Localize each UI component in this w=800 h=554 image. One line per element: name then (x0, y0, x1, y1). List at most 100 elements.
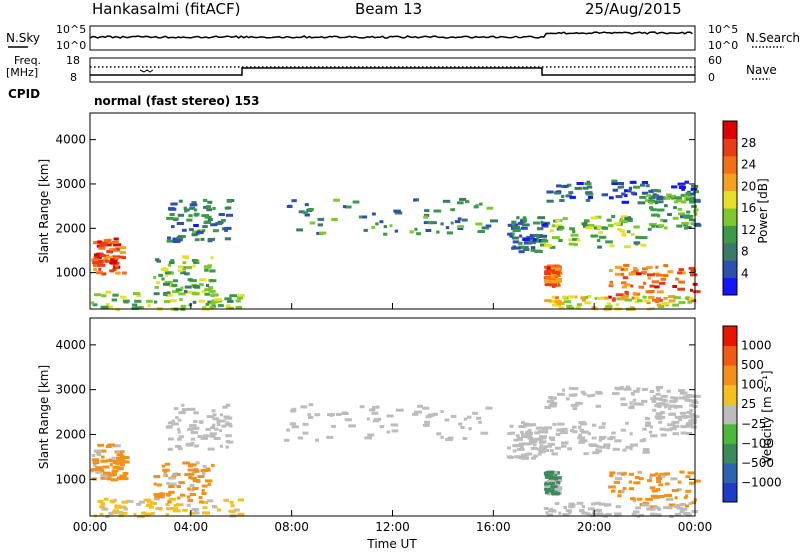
heatmap-cell (119, 463, 125, 467)
freq-tick-top: 18 (66, 54, 80, 67)
heatmap-cell (563, 300, 572, 304)
heatmap-cell (520, 453, 529, 457)
heatmap-cell (224, 228, 228, 232)
heatmap-cell (390, 423, 399, 427)
heatmap-cell (565, 194, 572, 198)
heatmap-cell (688, 419, 692, 423)
heatmap-cell (333, 198, 340, 202)
heatmap-cell (202, 198, 208, 202)
heatmap-cell (651, 489, 658, 493)
heatmap-cell (468, 427, 472, 431)
heatmap-cell (658, 224, 665, 228)
heatmap-cell (541, 224, 549, 228)
heatmap-cell (649, 284, 655, 288)
heatmap-cell (182, 508, 188, 512)
heatmap-cell (572, 407, 578, 411)
heatmap-cell (656, 303, 662, 307)
heatmap-cell (99, 254, 105, 257)
nsky-label: N.Sky (6, 31, 41, 45)
heatmap-cell (101, 507, 109, 511)
heatmap-cell (687, 300, 692, 304)
heatmap-cell (598, 235, 607, 239)
heatmap-cell (621, 192, 626, 196)
heatmap-cell (199, 278, 207, 282)
x-tick-label: 16:00 (476, 520, 511, 534)
heatmap-cell (671, 194, 676, 198)
heatmap-cell (91, 458, 100, 462)
heatmap-cell (231, 510, 235, 514)
heatmap-cell (96, 451, 101, 455)
heatmap-cell (163, 293, 168, 297)
heatmap-cell (686, 210, 691, 214)
y-tick-label: 2000 (55, 221, 86, 235)
colorbar-tick-label: −1000 (741, 475, 782, 489)
heatmap-cell (528, 438, 536, 442)
heatmap-cell (641, 271, 647, 275)
heatmap-cell (517, 221, 525, 225)
heatmap-cell (541, 222, 548, 226)
heatmap-cell (178, 265, 184, 269)
time-axis: 00:00 04:00 08:00 12:00 16:00 20:00 00:00 (73, 303, 712, 534)
heatmap-cell (91, 258, 100, 262)
heatmap-cell (186, 495, 191, 499)
heatmap-cell (671, 489, 679, 492)
heatmap-cell (233, 508, 240, 512)
heatmap-cell (689, 297, 694, 301)
heatmap-cell (606, 218, 612, 222)
heatmap-cell (90, 301, 95, 305)
heatmap-cell (678, 389, 686, 393)
heatmap-cell (549, 245, 556, 249)
heatmap-cell (546, 399, 555, 403)
heatmap-cell (519, 234, 523, 238)
heatmap-cell (168, 497, 177, 501)
heatmap-cell (589, 444, 598, 447)
heatmap-cell (691, 204, 697, 208)
heatmap-cell (633, 241, 641, 245)
heatmap-cell (167, 421, 174, 425)
heatmap-cell (100, 473, 108, 477)
heatmap-cell (544, 279, 552, 283)
heatmap-cell (119, 455, 127, 459)
heatmap-cell (106, 238, 112, 242)
heatmap-cell (189, 424, 197, 428)
heatmap-cell (693, 401, 699, 404)
heatmap-cell (379, 425, 385, 429)
heatmap-cell (649, 476, 653, 480)
heatmap-cell (595, 404, 602, 408)
heatmap-cell (539, 234, 547, 238)
heatmap-cell (162, 468, 170, 472)
heatmap-cell (646, 184, 650, 188)
heatmap-cell (680, 431, 687, 435)
nave-tick-bottom: 0 (708, 71, 715, 84)
heatmap-cell (138, 500, 145, 504)
heatmap-cell (650, 434, 658, 438)
heatmap-cell (663, 219, 668, 223)
heatmap-cell (596, 391, 603, 395)
heatmap-cell (642, 267, 648, 271)
heatmap-cell (206, 208, 213, 212)
heatmap-cell (182, 261, 187, 265)
date-title: 25/Aug/2015 (585, 0, 682, 18)
heatmap-cell (647, 227, 652, 231)
heatmap-cell (551, 509, 557, 513)
heatmap-cell (586, 185, 593, 189)
heatmap-cell (669, 427, 677, 431)
heatmap-cell (180, 271, 186, 275)
heatmap-cell (685, 475, 691, 479)
heatmap-cell (167, 263, 172, 267)
heatmap-cell (655, 412, 663, 416)
heatmap-cell (647, 479, 652, 483)
heatmap-cell (531, 456, 536, 460)
heatmap-cell (689, 481, 696, 485)
power-heatmap (90, 179, 702, 311)
heatmap-cell (165, 503, 170, 506)
heatmap-cell (184, 285, 192, 289)
heatmap-cell (535, 239, 542, 243)
heatmap-cell (555, 476, 562, 480)
heatmap-cell (414, 410, 422, 414)
heatmap-cell (192, 292, 200, 296)
heatmap-cell (344, 205, 352, 209)
heatmap-cell (680, 425, 688, 429)
heatmap-cell (655, 488, 661, 492)
heatmap-cell (344, 418, 352, 422)
